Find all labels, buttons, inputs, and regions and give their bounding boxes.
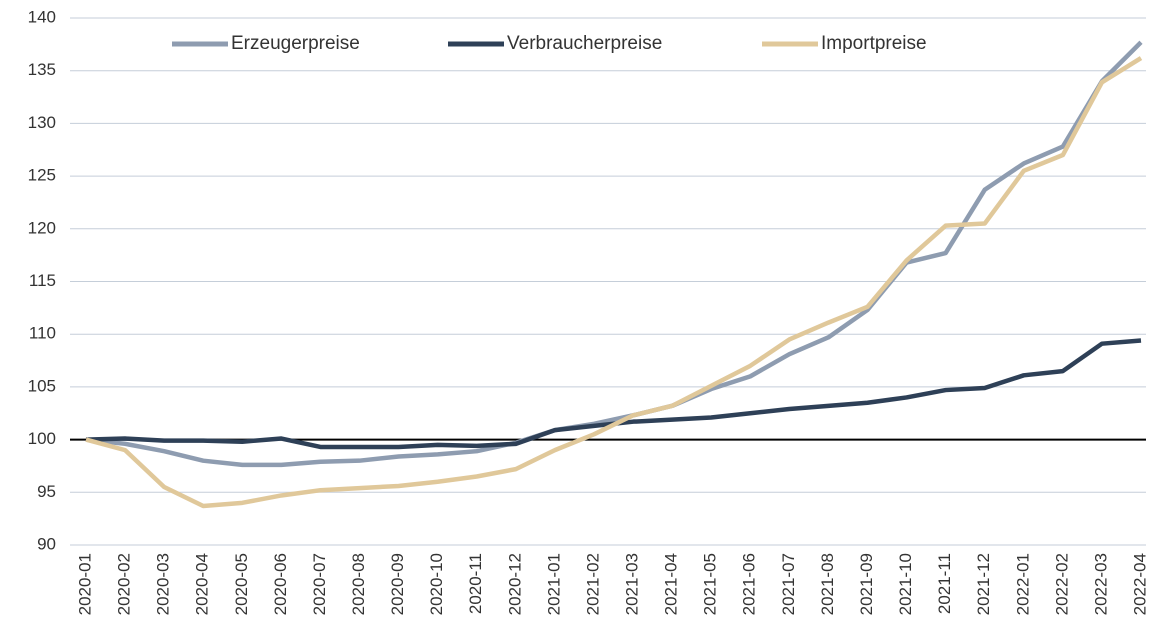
x-tick-label: 2021-04 — [662, 553, 681, 615]
series-line — [85, 338, 1142, 450]
x-tick-label: 2021-02 — [583, 553, 602, 615]
x-tick-label: 2022-01 — [1013, 553, 1032, 615]
x-tick-label: 2021-12 — [974, 553, 993, 615]
x-tick-label: 2020-04 — [193, 553, 212, 615]
series-line — [85, 56, 1143, 509]
x-tick-label: 2021-07 — [779, 553, 798, 615]
x-tick-label: 2020-03 — [154, 553, 173, 615]
x-tick-label: 2021-01 — [544, 553, 563, 615]
x-tick-label: 2020-05 — [232, 553, 251, 615]
x-tick-label: 2020-06 — [271, 553, 290, 615]
y-tick-label: 130 — [28, 113, 56, 132]
legend-label: Importpreise — [821, 33, 927, 54]
y-tick-label: 105 — [28, 376, 56, 395]
y-tick-label: 115 — [29, 271, 56, 290]
y-tick-label: 110 — [29, 324, 56, 343]
x-tick-label: 2021-09 — [857, 553, 876, 615]
x-tick-label: 2021-06 — [740, 553, 759, 615]
y-tick-label: 100 — [28, 429, 56, 448]
x-tick-label: 2021-05 — [701, 553, 720, 615]
legend-label: Erzeugerpreise — [231, 33, 360, 54]
x-tick-label: 2022-03 — [1091, 553, 1110, 615]
x-tick-label: 2020-08 — [349, 553, 368, 615]
x-tick-label: 2021-10 — [896, 553, 915, 615]
x-tick-label: 2020-02 — [115, 553, 134, 615]
x-tick-label: 2020-10 — [427, 553, 446, 615]
y-tick-label: 125 — [28, 166, 56, 185]
legend-label: Verbraucherpreise — [507, 33, 662, 54]
x-tick-label: 2020-07 — [310, 553, 329, 615]
x-tick-label: 2021-11 — [935, 553, 954, 614]
x-tick-label: 2020-11 — [466, 553, 485, 614]
y-tick-label: 90 — [37, 534, 56, 553]
x-tick-label: 2021-03 — [623, 553, 642, 615]
x-tick-label: 2022-04 — [1130, 553, 1149, 615]
y-tick-label: 135 — [28, 60, 56, 79]
x-tick-label: 2020-01 — [75, 553, 94, 615]
y-tick-label: 120 — [28, 218, 56, 237]
y-tick-label: 140 — [28, 7, 56, 26]
series-line — [85, 40, 1143, 468]
x-tick-label: 2020-12 — [505, 553, 524, 615]
y-tick-label: 95 — [37, 482, 56, 501]
x-tick-label: 2021-08 — [818, 553, 837, 615]
x-tick-label: 2022-02 — [1052, 553, 1071, 615]
x-tick-label: 2020-09 — [388, 553, 407, 615]
